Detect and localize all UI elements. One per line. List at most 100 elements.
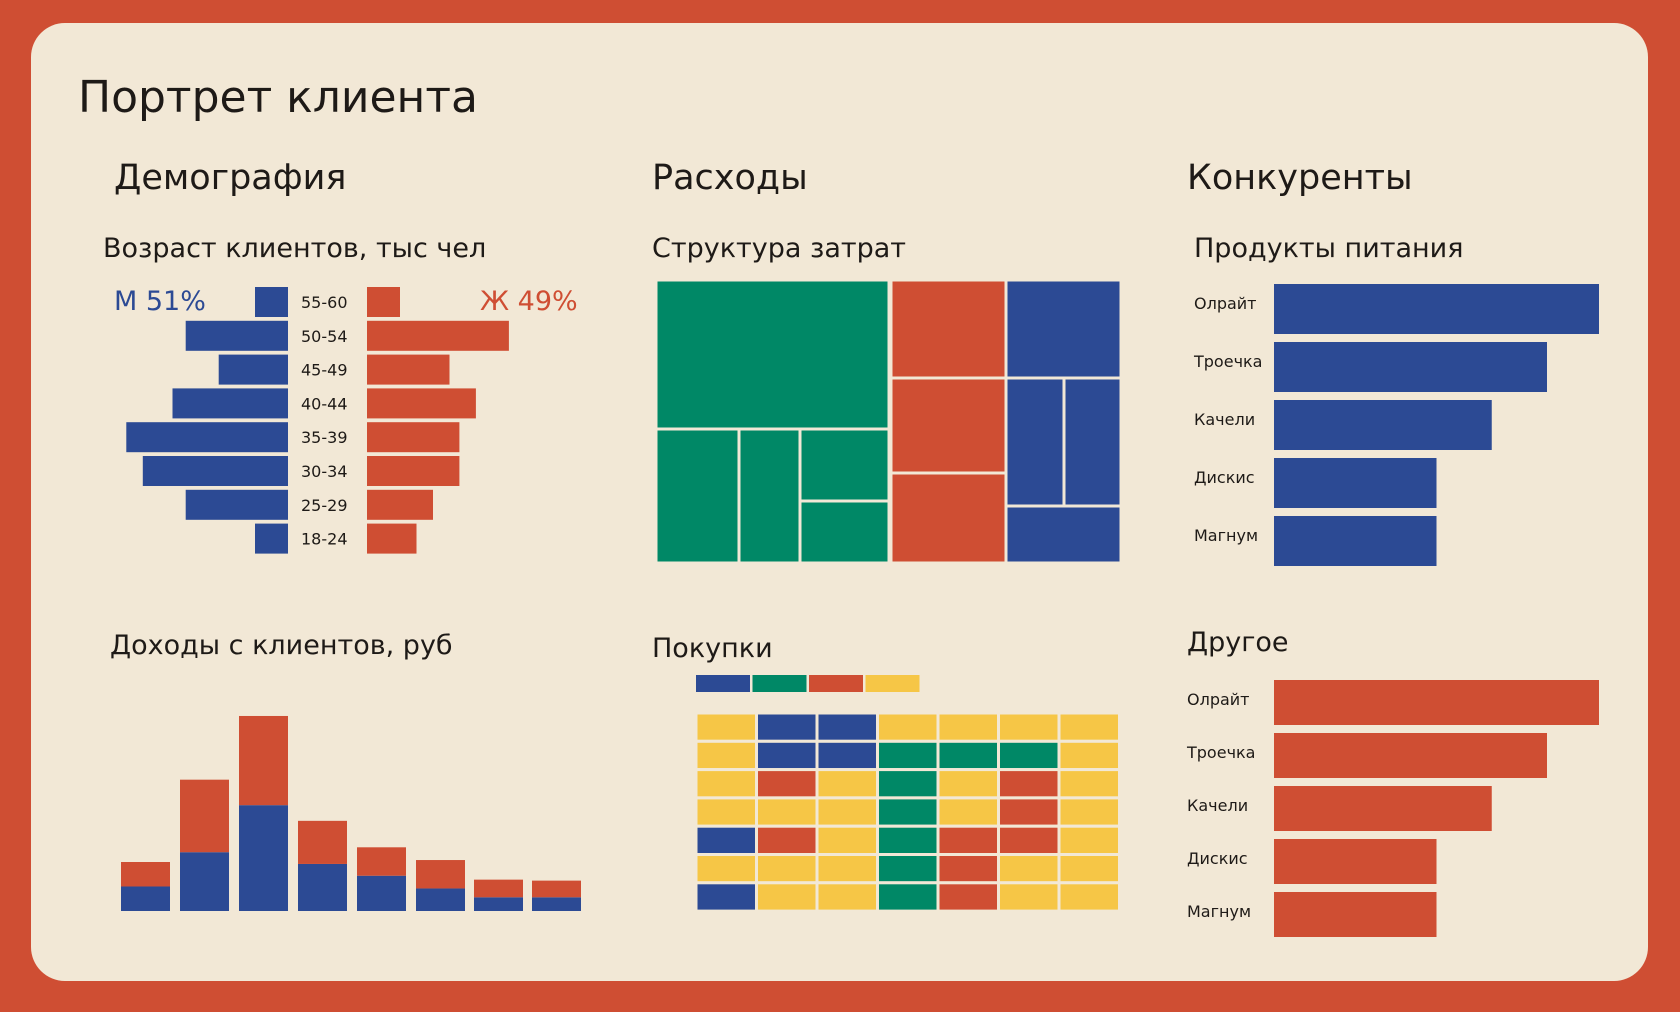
food-bar	[1274, 458, 1437, 508]
heatmap-cell	[997, 853, 1061, 885]
income-bar-segment	[357, 875, 406, 911]
pyramid-bar-female	[367, 287, 400, 317]
heatmap-cell	[815, 768, 879, 800]
heatmap-cell	[694, 881, 758, 913]
heatmap-cell	[997, 881, 1061, 913]
heatmap-cell	[1057, 824, 1121, 857]
pyramid-bar-male	[218, 354, 288, 385]
heatmap-cell	[694, 739, 758, 772]
income-bar-segment	[416, 860, 465, 889]
pyramid-age-label: 40-44	[301, 394, 348, 413]
heatmap-legend-swatch	[696, 675, 750, 692]
other-bar	[1274, 733, 1547, 778]
pyramid-age-label: 18-24	[301, 530, 348, 549]
treemap-tile	[1004, 504, 1123, 565]
income-bar-segment	[474, 879, 523, 898]
subtitle-age: Возраст клиентов, тыс чел	[103, 233, 487, 264]
heatmap-cell	[1057, 711, 1121, 743]
subtitle-food: Продукты питания	[1194, 233, 1464, 264]
heatmap-cell	[997, 768, 1061, 800]
income-bar-segment	[239, 805, 288, 911]
subtitle-purchases: Покупки	[652, 633, 773, 664]
pyramid-bar-female	[367, 354, 450, 385]
food-label: Дискис	[1194, 468, 1255, 487]
other-bar	[1274, 786, 1492, 831]
heatmap-cell	[694, 796, 758, 828]
pyramid-bar-male	[172, 388, 288, 419]
income-bar-segment	[357, 847, 406, 876]
heatmap-cell	[694, 853, 758, 885]
heatmap-cell	[997, 739, 1061, 772]
heatmap-cell	[997, 824, 1061, 857]
other-label: Троечка	[1186, 743, 1255, 762]
heatmap-cell	[936, 881, 1000, 913]
dashboard-card: Портрет клиента Демография Расходы Конку…	[31, 23, 1648, 981]
heatmap-cell	[876, 711, 940, 743]
section-title-competitors: Конкуренты	[1187, 158, 1413, 198]
page-title: Портрет клиента	[78, 72, 478, 123]
treemap-tile	[654, 427, 741, 565]
pyramid-bar-female	[367, 388, 476, 419]
other-bar	[1274, 892, 1437, 937]
income-bar-segment	[416, 888, 465, 911]
pyramid-bar-female	[367, 489, 433, 520]
food-label: Качели	[1194, 410, 1255, 429]
income-bar-segment	[239, 715, 288, 806]
subtitle-other: Другое	[1187, 627, 1289, 658]
pyramid-bar-male	[255, 523, 288, 554]
heatmap-legend-swatch	[809, 675, 863, 692]
treemap-tile	[654, 278, 891, 431]
heatmap-cell	[755, 853, 819, 885]
pyramid-bar-male	[185, 489, 288, 520]
income-bar-segment	[532, 897, 581, 911]
heatmap-cell	[755, 881, 819, 913]
heatmap-cell	[1057, 853, 1121, 885]
heatmap-cell	[936, 796, 1000, 828]
income-bar-segment	[180, 852, 229, 911]
heatmap-cell	[755, 739, 819, 772]
heatmap-cell	[936, 711, 1000, 743]
heatmap-cell	[815, 796, 879, 828]
heatmap-cell	[876, 739, 940, 772]
heatmap-cell	[1057, 739, 1121, 772]
heatmap-legend-swatch	[865, 675, 920, 692]
treemap-tile	[798, 499, 891, 565]
heatmap-cell	[815, 853, 879, 885]
treemap-tile	[889, 471, 1008, 565]
heatmap-cell	[755, 711, 819, 743]
food-bar	[1274, 516, 1437, 566]
subtitle-income: Доходы с клиентов, руб	[110, 630, 453, 661]
food-bar	[1274, 400, 1492, 450]
heatmap-cell	[815, 711, 879, 743]
female-percent-label: Ж 49%	[480, 286, 578, 317]
heatmap-cell	[1057, 881, 1121, 913]
food-bar	[1274, 284, 1599, 334]
heatmap-cell	[876, 853, 940, 885]
treemap-tile	[889, 376, 1008, 475]
income-bar-segment	[121, 862, 170, 887]
heatmap-cell	[755, 824, 819, 857]
income-bar-segment	[298, 863, 347, 911]
treemap-tile	[1004, 278, 1123, 380]
heatmap-legend-swatch	[752, 675, 807, 692]
other-label: Магнум	[1187, 902, 1251, 921]
income-bar-segment	[180, 779, 229, 853]
treemap-tile	[737, 427, 802, 565]
food-bar	[1274, 342, 1547, 392]
other-label: Качели	[1187, 796, 1248, 815]
heatmap-cell	[1057, 796, 1121, 828]
pyramid-bar-male	[142, 456, 288, 486]
treemap-tile	[1062, 376, 1123, 508]
heatmap-cell	[936, 768, 1000, 800]
heatmap-cell	[997, 796, 1061, 828]
pyramid-bar-male	[255, 287, 288, 317]
pyramid-age-label: 45-49	[301, 361, 348, 380]
heatmap-cell	[815, 739, 879, 772]
pyramid-bar-female	[367, 320, 509, 351]
section-title-expenses: Расходы	[652, 158, 808, 198]
other-bar	[1274, 680, 1599, 725]
food-label: Магнум	[1194, 526, 1258, 545]
heatmap-cell	[876, 824, 940, 857]
income-bar-segment	[121, 886, 170, 911]
pyramid-bar-male	[185, 320, 288, 351]
